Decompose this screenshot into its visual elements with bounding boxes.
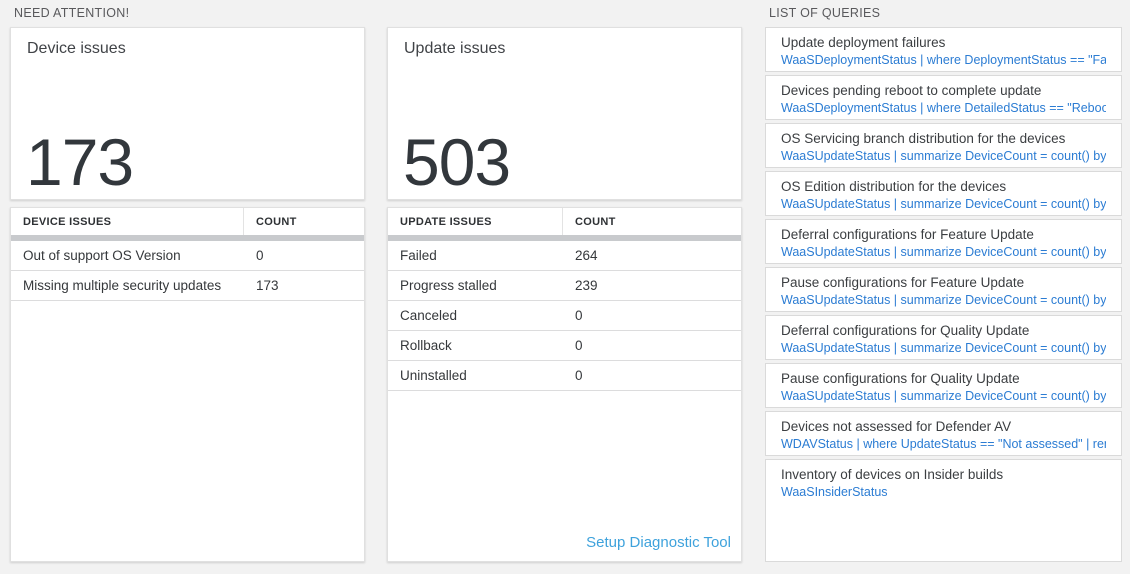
table-row[interactable]: Progress stalled 239 [388, 271, 741, 301]
device-issues-count: 173 [26, 125, 134, 199]
update-issues-column: Update issues 503 UPDATE ISSUES COUNT Fa… [387, 0, 742, 562]
issue-label: Rollback [400, 338, 452, 353]
table-row[interactable]: Failed 264 [388, 241, 741, 271]
issue-count: 173 [256, 278, 279, 293]
query-title: Update deployment failures [781, 35, 946, 50]
count-col-header: COUNT [256, 215, 297, 228]
issue-count: 0 [256, 248, 264, 263]
query-title: OS Edition distribution for the devices [781, 179, 1007, 194]
table-row[interactable]: Rollback 0 [388, 331, 741, 361]
query-code: WDAVStatus | where UpdateStatus == "Not … [781, 437, 1106, 451]
device-issues-table-header: DEVICE ISSUES COUNT [11, 208, 364, 235]
update-issues-col-header: UPDATE ISSUES [400, 215, 492, 228]
query-code: WaaSUpdateStatus | summarize DeviceCount… [781, 149, 1106, 163]
table-row[interactable]: Missing multiple security updates 173 [11, 271, 364, 301]
query-code: WaaSUpdateStatus | summarize DeviceCount… [781, 245, 1106, 259]
table-row[interactable]: Out of support OS Version 0 [11, 241, 364, 271]
query-code: WaaSDeploymentStatus | where DetailedSta… [781, 101, 1106, 115]
query-title: Pause configurations for Quality Update [781, 371, 1020, 386]
issue-count: 0 [575, 308, 583, 323]
device-issues-title: Device issues [27, 40, 126, 57]
queries-column: LIST OF QUERIES Update deployment failur… [765, 0, 1122, 562]
query-code: WaaSDeploymentStatus | where DeploymentS… [781, 53, 1106, 67]
device-issues-col-header: DEVICE ISSUES [23, 215, 112, 228]
query-title: Deferral configurations for Quality Upda… [781, 323, 1030, 338]
issue-label: Uninstalled [400, 368, 467, 383]
query-title: Deferral configurations for Feature Upda… [781, 227, 1034, 242]
query-item[interactable]: OS Servicing branch distribution for the… [765, 123, 1122, 168]
query-title: Devices pending reboot to complete updat… [781, 83, 1042, 98]
update-issues-table-header: UPDATE ISSUES COUNT [388, 208, 741, 235]
count-col-header: COUNT [575, 215, 616, 228]
update-issues-table: UPDATE ISSUES COUNT Failed 264 Progress … [387, 207, 742, 562]
query-title: Devices not assessed for Defender AV [781, 419, 1012, 434]
table-row[interactable]: Uninstalled 0 [388, 361, 741, 391]
issue-label: Failed [400, 248, 437, 263]
issue-label: Canceled [400, 308, 458, 323]
table-header-band [11, 235, 364, 241]
query-code: WaaSInsiderStatus [781, 485, 888, 499]
query-title: Pause configurations for Feature Update [781, 275, 1025, 290]
issue-label: Progress stalled [400, 278, 497, 293]
issue-label: Missing multiple security updates [23, 278, 222, 293]
device-issues-column: NEED ATTENTION! Device issues 173 DEVICE… [10, 0, 365, 562]
query-code: WaaSUpdateStatus | summarize DeviceCount… [781, 293, 1106, 307]
issue-label: Out of support OS Version [23, 248, 181, 263]
update-issues-count: 503 [403, 125, 511, 199]
query-item[interactable]: Deferral configurations for Quality Upda… [765, 315, 1122, 360]
device-issues-table: DEVICE ISSUES COUNT Out of support OS Ve… [10, 207, 365, 562]
query-item[interactable]: Update deployment failures WaaSDeploymen… [765, 27, 1122, 72]
query-item[interactable]: Pause configurations for Quality Update … [765, 363, 1122, 408]
query-item[interactable]: OS Edition distribution for the devices … [765, 171, 1122, 216]
setup-diagnostic-tool-link[interactable]: Setup Diagnostic Tool [586, 534, 731, 551]
query-code: WaaSUpdateStatus | summarize DeviceCount… [781, 197, 1106, 211]
query-item[interactable]: Deferral configurations for Feature Upda… [765, 219, 1122, 264]
update-issues-tile[interactable]: Update issues 503 [387, 27, 742, 200]
query-code: WaaSUpdateStatus | summarize DeviceCount… [781, 389, 1106, 403]
need-attention-header: NEED ATTENTION! [14, 6, 130, 20]
issue-count: 0 [575, 368, 583, 383]
table-row[interactable]: Canceled 0 [388, 301, 741, 331]
issue-count: 239 [575, 278, 598, 293]
query-list: Update deployment failures WaaSDeploymen… [765, 27, 1122, 562]
spacer-header [387, 0, 742, 27]
issue-count: 0 [575, 338, 583, 353]
update-issues-title: Update issues [404, 40, 506, 57]
issue-count: 264 [575, 248, 598, 263]
list-of-queries-header: LIST OF QUERIES [769, 6, 881, 20]
query-title: Inventory of devices on Insider builds [781, 467, 1004, 482]
query-code: WaaSUpdateStatus | summarize DeviceCount… [781, 341, 1106, 355]
query-title: OS Servicing branch distribution for the… [781, 131, 1066, 146]
query-item[interactable]: Pause configurations for Feature Update … [765, 267, 1122, 312]
query-item[interactable]: Devices pending reboot to complete updat… [765, 75, 1122, 120]
query-item[interactable]: Inventory of devices on Insider builds W… [765, 459, 1122, 562]
table-header-band [388, 235, 741, 241]
query-item[interactable]: Devices not assessed for Defender AV WDA… [765, 411, 1122, 456]
device-issues-tile[interactable]: Device issues 173 [10, 27, 365, 200]
